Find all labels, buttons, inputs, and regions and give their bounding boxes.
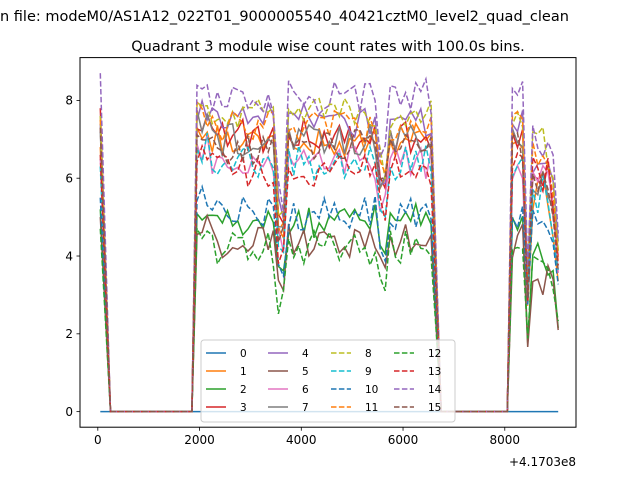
y-tick-label: 2 — [65, 327, 73, 341]
legend-label: 4 — [302, 348, 309, 360]
legend-label: 6 — [302, 384, 309, 396]
legend-label: 2 — [240, 384, 247, 396]
legend-label: 11 — [365, 402, 378, 414]
y-axis: 0 2 4 6 8 — [65, 94, 80, 419]
y-tick-label: 6 — [65, 172, 73, 186]
legend-label: 12 — [428, 348, 441, 360]
legend-frame — [200, 339, 456, 423]
x-axis: 0 2000 4000 6000 8000 — [94, 427, 520, 447]
legend-label: 5 — [302, 366, 309, 378]
y-tick-label: 4 — [65, 249, 73, 263]
x-tick-label: 0 — [94, 433, 102, 447]
chart-suptitle: n file: modeM0/AS1A12_022T01_9000005540_… — [0, 9, 569, 25]
legend-label: 10 — [365, 384, 378, 396]
x-tick-label: 6000 — [388, 433, 419, 447]
series-lines — [99, 73, 559, 413]
legend-label: 1 — [240, 366, 247, 378]
x-tick-label: 2000 — [184, 433, 215, 447]
axes-frame — [79, 57, 577, 428]
legend-label: 7 — [302, 402, 309, 414]
x-offset-text: +4.1703e8 — [509, 455, 576, 469]
x-tick-label: 4000 — [286, 433, 317, 447]
legend-label: 0 — [240, 348, 247, 360]
chart-title: Quadrant 3 module wise count rates with … — [131, 39, 525, 55]
legend-label: 8 — [365, 348, 372, 360]
x-tick-label: 8000 — [490, 433, 521, 447]
y-tick-label: 0 — [65, 405, 73, 419]
legend-label: 3 — [240, 402, 247, 414]
legend-label: 9 — [365, 366, 372, 378]
legend-label: 13 — [428, 366, 441, 378]
legend-label: 14 — [428, 384, 442, 396]
series-line-15 — [99, 127, 559, 413]
legend-label: 15 — [428, 402, 441, 414]
y-tick-label: 8 — [65, 94, 73, 108]
